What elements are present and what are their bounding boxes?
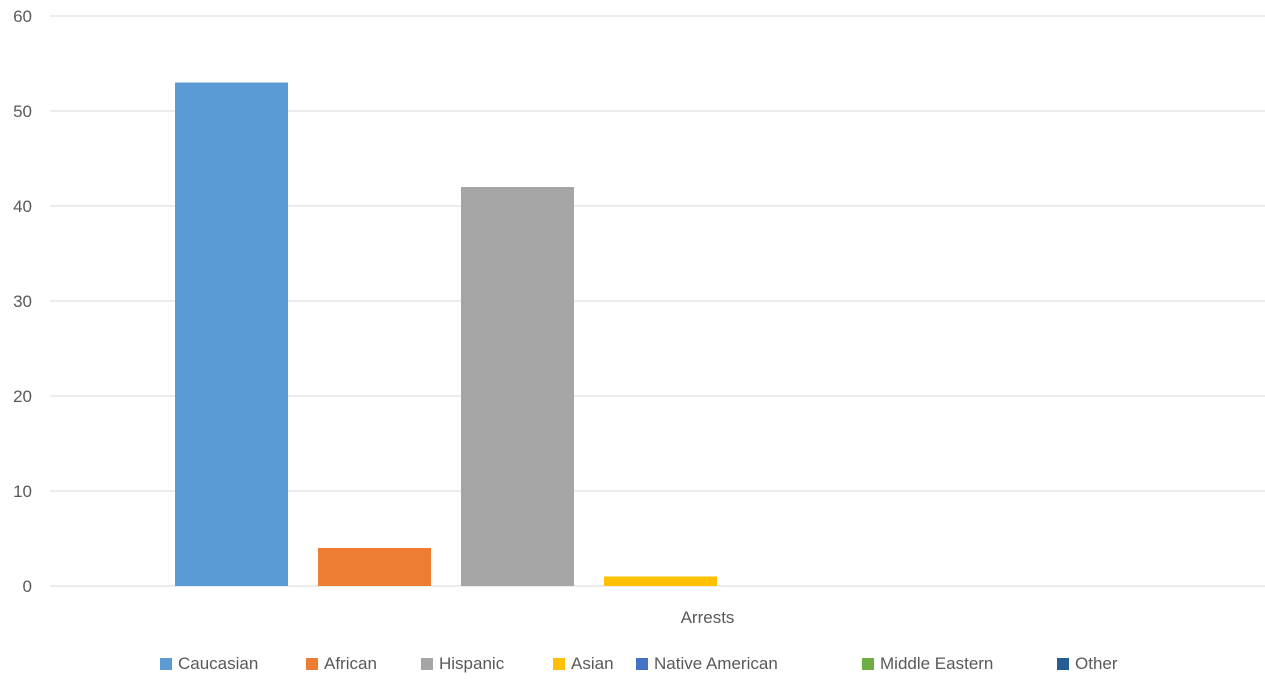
legend-swatch	[553, 658, 565, 670]
legend-label: Other	[1075, 654, 1118, 673]
y-axis-tick-labels: 0 10 20 30 40 50 60	[13, 7, 32, 596]
x-axis: Arrests	[681, 608, 735, 627]
bar-caucasian	[175, 82, 288, 586]
legend-label: Caucasian	[178, 654, 258, 673]
legend-label: African	[324, 654, 377, 673]
y-tick-label: 0	[23, 577, 32, 596]
legend-label: Asian	[571, 654, 614, 673]
bar-hispanic	[461, 187, 574, 586]
legend-label: Native American	[654, 654, 778, 673]
legend-label: Hispanic	[439, 654, 505, 673]
y-tick-label: 50	[13, 102, 32, 121]
legend: Caucasian African Hispanic Asian Native Amer…	[160, 654, 1118, 673]
y-tick-label: 40	[13, 197, 32, 216]
y-tick-label: 10	[13, 482, 32, 501]
y-tick-label: 30	[13, 292, 32, 311]
legend-swatch	[421, 658, 433, 670]
legend-label: Middle Eastern	[880, 654, 993, 673]
legend-swatch	[636, 658, 648, 670]
legend-swatch	[306, 658, 318, 670]
legend-swatch	[160, 658, 172, 670]
y-tick-label: 60	[13, 7, 32, 26]
bars	[175, 82, 717, 586]
y-tick-label: 20	[13, 387, 32, 406]
bar-asian	[604, 576, 717, 586]
legend-swatch	[1057, 658, 1069, 670]
x-category-label: Arrests	[681, 608, 735, 627]
bar-african	[318, 548, 431, 586]
legend-swatch	[862, 658, 874, 670]
